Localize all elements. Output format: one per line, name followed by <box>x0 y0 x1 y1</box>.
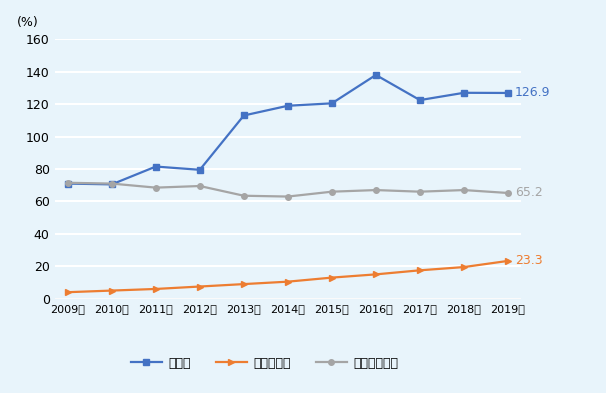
バハマ <box>108 182 115 187</box>
高所得国平均 <box>240 193 247 198</box>
Line: 高所得国平均: 高所得国平均 <box>65 180 511 199</box>
Line: カンボジア: カンボジア <box>65 258 511 295</box>
カンボジア <box>284 279 291 284</box>
高所得国平均 <box>372 188 379 193</box>
カンボジア <box>108 288 115 293</box>
高所得国平均 <box>461 188 468 193</box>
バハマ <box>504 91 511 95</box>
Text: 23.3: 23.3 <box>515 254 542 267</box>
Text: 126.9: 126.9 <box>515 86 550 99</box>
カンボジア <box>152 286 159 291</box>
Text: (%): (%) <box>17 16 39 29</box>
高所得国平均 <box>328 189 336 194</box>
バハマ <box>372 73 379 77</box>
バハマ <box>64 181 72 186</box>
バハマ <box>461 90 468 95</box>
カンボジア <box>461 265 468 270</box>
カンボジア <box>196 284 204 289</box>
高所得国平均 <box>64 180 72 185</box>
バハマ <box>328 101 336 106</box>
高所得国平均 <box>196 184 204 188</box>
カンボジア <box>328 275 336 280</box>
高所得国平均 <box>108 181 115 186</box>
Text: 65.2: 65.2 <box>515 187 542 200</box>
バハマ <box>152 164 159 169</box>
バハマ <box>284 103 291 108</box>
高所得国平均 <box>504 191 511 195</box>
バハマ <box>416 98 424 103</box>
カンボジア <box>372 272 379 277</box>
カンボジア <box>504 259 511 263</box>
カンボジア <box>416 268 424 273</box>
バハマ <box>240 113 247 118</box>
高所得国平均 <box>284 194 291 199</box>
高所得国平均 <box>152 185 159 190</box>
カンボジア <box>240 282 247 286</box>
Line: バハマ: バハマ <box>65 72 511 187</box>
バハマ <box>196 167 204 172</box>
カンボジア <box>64 290 72 295</box>
Legend: バハマ, カンボジア, 高所得国平均: バハマ, カンボジア, 高所得国平均 <box>126 352 403 375</box>
高所得国平均 <box>416 189 424 194</box>
